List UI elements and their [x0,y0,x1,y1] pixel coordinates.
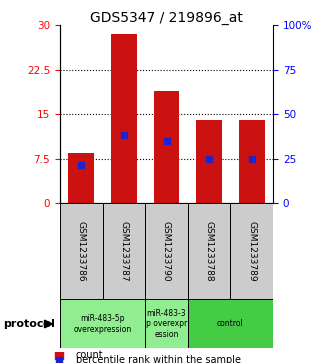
Bar [145,299,188,348]
Bar [60,299,145,348]
Text: miR-483-3
p overexpr
ession: miR-483-3 p overexpr ession [146,309,187,339]
Bar [69,153,94,203]
Bar [188,203,230,299]
Bar [188,299,273,348]
Bar [239,120,264,203]
Text: protocol: protocol [3,319,55,329]
Bar [111,34,137,203]
Bar [103,203,145,299]
Text: GDS5347 / 219896_at: GDS5347 / 219896_at [90,11,243,25]
Text: GSM1233790: GSM1233790 [162,221,171,282]
Text: GSM1233787: GSM1233787 [119,221,129,282]
Bar [145,203,188,299]
Text: control: control [217,319,244,329]
Bar [230,203,273,299]
Text: GSM1233786: GSM1233786 [77,221,86,282]
Bar [60,203,103,299]
Text: miR-483-5p
overexpression: miR-483-5p overexpression [74,314,132,334]
Text: GSM1233789: GSM1233789 [247,221,256,282]
Text: count: count [76,350,104,360]
Text: percentile rank within the sample: percentile rank within the sample [76,355,241,363]
Bar [196,120,222,203]
Bar [154,91,179,203]
Text: GSM1233788: GSM1233788 [204,221,214,282]
